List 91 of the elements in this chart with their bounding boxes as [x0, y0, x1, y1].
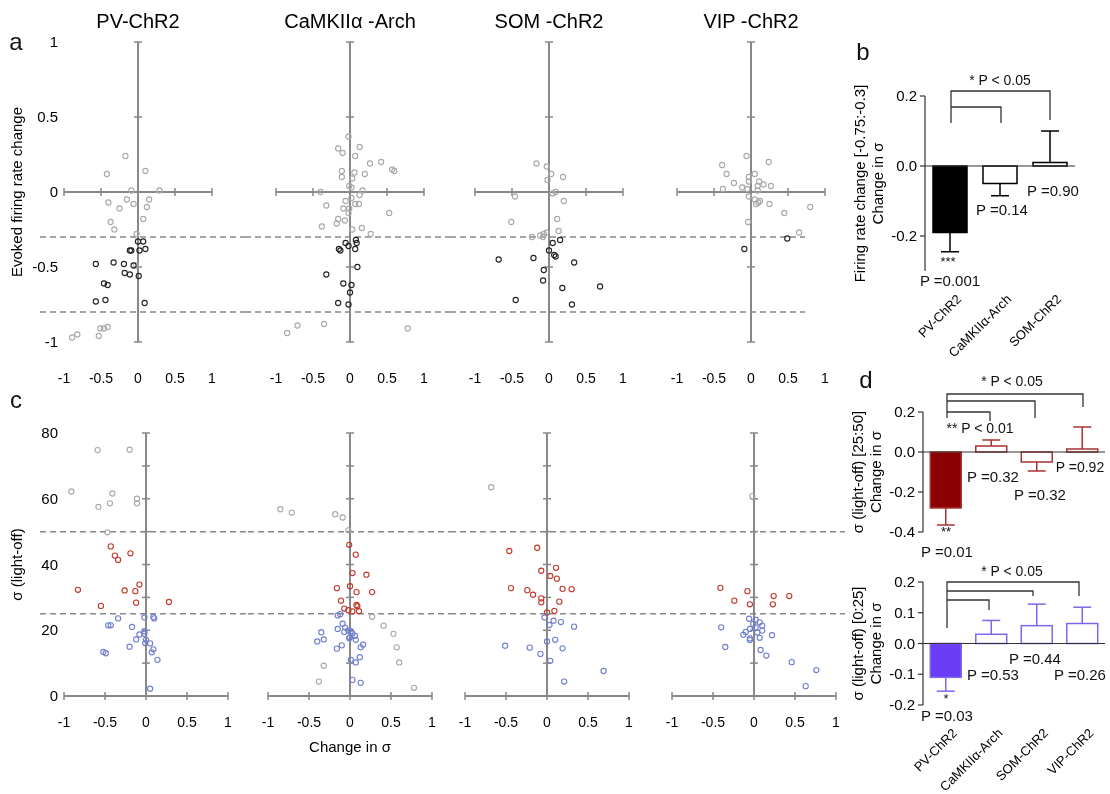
- x-tick-label: 0.5: [165, 370, 185, 386]
- y-axis-title: Firing rate change [-0.75:-0.3] Change in σ: [851, 84, 886, 283]
- x-tick-label: 1: [208, 370, 217, 386]
- annotation: **: [940, 524, 952, 539]
- x-tick-label: 0.5: [785, 714, 805, 730]
- annotation: P =0.32: [1014, 486, 1066, 503]
- x-tick-label: 0: [346, 714, 355, 730]
- y-tick-label: 0.1: [894, 603, 915, 621]
- y-tick-label: 80: [41, 424, 58, 441]
- annotation: P =0.44: [1009, 650, 1061, 667]
- x-tick-label: -1: [261, 714, 275, 730]
- x-tick-label: 0: [346, 370, 355, 386]
- text: a: [9, 28, 24, 55]
- x-tick-label: -0.5: [700, 714, 726, 730]
- x-tick-label: 1: [428, 714, 437, 730]
- y-tick-label: 0.0: [896, 157, 917, 174]
- x-tick-label: 1: [420, 370, 429, 386]
- text: c: [10, 386, 22, 413]
- y-tick-label: 1: [49, 33, 58, 50]
- x-tick-label: 1: [625, 714, 634, 730]
- y-tick-label: -0.1: [889, 665, 915, 683]
- x-tick-label: -1: [468, 370, 482, 386]
- x-tick-label: -0.5: [493, 714, 519, 730]
- x-axis-title: Change in σ: [309, 738, 392, 755]
- x-tick-label: -1: [670, 370, 684, 386]
- annotation: P =0.90: [1027, 182, 1079, 199]
- x-tick-label: 0.5: [377, 370, 397, 386]
- y-tick-label: -0.2: [889, 483, 915, 500]
- x-tick-label: 0: [134, 370, 143, 386]
- x-tick-label: 0: [142, 714, 151, 730]
- y-axis-title: σ (light-off) [0:25] Change in σ: [849, 586, 884, 701]
- x-tick-label: 0.5: [778, 370, 798, 386]
- x-tick-label: -0.5: [499, 370, 525, 386]
- chart-title: SOM -ChR2: [494, 10, 604, 32]
- text: d: [859, 366, 873, 393]
- chart-title: PV-ChR2: [96, 10, 180, 32]
- y-tick-label: 0.2: [894, 573, 915, 590]
- y-tick-label: 0.0: [894, 634, 915, 652]
- annotation: ***: [940, 254, 956, 269]
- x-tick-label: 0: [747, 370, 756, 386]
- y-tick-label: 40: [41, 555, 58, 573]
- annotation: P =0.14: [976, 201, 1028, 218]
- x-tick-label: 0.5: [578, 714, 598, 730]
- y-axis-title: σ (light-off) [25:50] Change in σ: [849, 410, 884, 534]
- y-tick-label: -0.2: [891, 227, 917, 244]
- x-tick-label: 0.5: [177, 714, 197, 730]
- chart-title: VIP -ChR2: [703, 10, 799, 32]
- y-axis-title: Evoked firing rate change: [8, 106, 25, 278]
- y-tick-label: -0.5: [32, 258, 58, 275]
- x-tick-label: 0: [543, 714, 552, 730]
- text: * P < 0.05: [981, 373, 1044, 389]
- x-tick-label: -1: [458, 714, 472, 730]
- annotation: ** P < 0.01: [946, 420, 1014, 436]
- x-tick-label: 1: [821, 370, 830, 386]
- y-tick-label: -0.4: [889, 523, 915, 540]
- text: P =0.01: [921, 543, 973, 560]
- y-tick-label: 60: [41, 489, 58, 507]
- x-tick-label: 0: [545, 370, 554, 386]
- y-tick-label: 0.2: [896, 87, 917, 104]
- x-tick-label: -1: [665, 714, 679, 730]
- y-tick-label: 0: [49, 687, 58, 704]
- y-tick-label: 0: [49, 183, 58, 200]
- y-tick-label: 0.5: [37, 108, 58, 125]
- annotation: P =0.53: [967, 666, 1019, 683]
- x-tick-label: -0.5: [300, 370, 326, 386]
- chart-title: CaMKIIα -Arch: [284, 10, 416, 32]
- text: * P < 0.05: [969, 72, 1032, 88]
- y-axis-title: σ (light-off): [8, 528, 25, 601]
- x-tick-label: -0.5: [92, 714, 118, 730]
- text: * P < 0.05: [981, 563, 1044, 579]
- y-tick-label: 20: [41, 621, 58, 639]
- x-tick-label: 1: [832, 714, 841, 730]
- annotation: P =0.92: [1055, 459, 1105, 475]
- annotation: P =0.26: [1054, 666, 1106, 683]
- x-tick-label: 0.5: [381, 714, 401, 730]
- y-tick-label: 0.0: [894, 443, 915, 460]
- annotation: P =0.32: [967, 468, 1019, 485]
- x-tick-label: -1: [269, 370, 283, 386]
- x-tick-label: 1: [619, 370, 628, 386]
- text: P =0.001: [919, 272, 981, 289]
- text: b: [856, 38, 870, 65]
- y-tick-label: -0.2: [889, 696, 915, 713]
- x-tick-label: 0: [750, 714, 759, 730]
- x-tick-label: -0.5: [296, 714, 322, 730]
- annotation: *: [943, 691, 949, 706]
- x-tick-label: 0.5: [576, 370, 596, 386]
- x-tick-label: -0.5: [88, 370, 114, 386]
- x-tick-label: 1: [224, 714, 233, 730]
- y-tick-label: 0.2: [894, 403, 915, 420]
- text: P =0.03: [921, 707, 973, 724]
- x-tick-label: -0.5: [701, 370, 727, 386]
